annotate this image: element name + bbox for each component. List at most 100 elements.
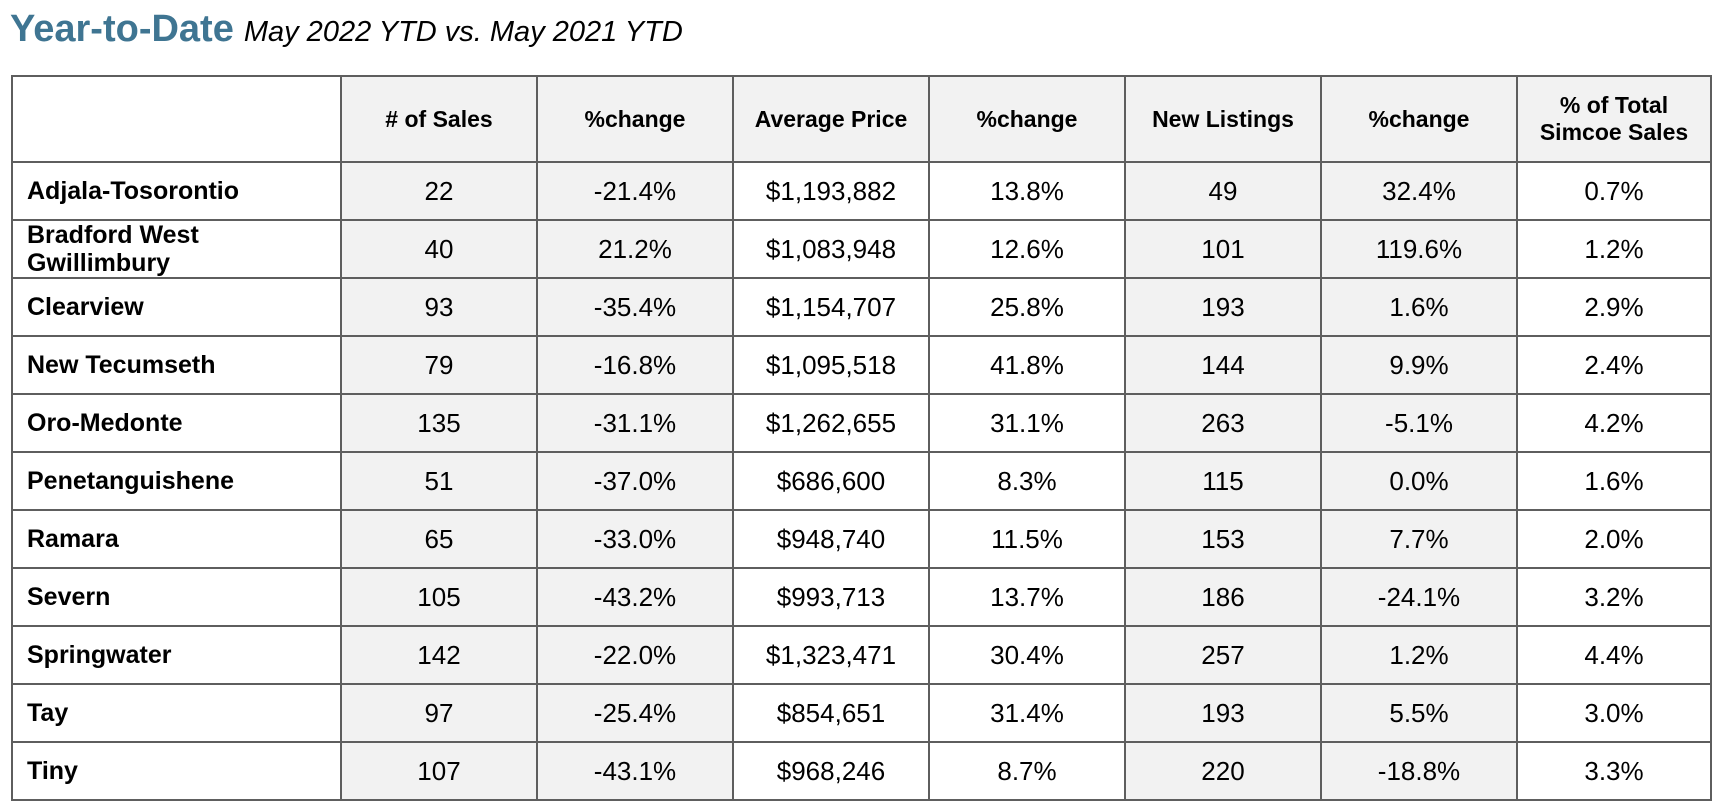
header-new-listings: New Listings	[1124, 75, 1322, 163]
page-title: Year-to-Date	[10, 8, 234, 50]
cell-avg-price: $854,651	[732, 683, 930, 743]
cell-avg-price: $686,600	[732, 451, 930, 511]
cell-sales: 97	[340, 683, 538, 743]
cell-pct-total: 0.7%	[1516, 161, 1712, 221]
cell-price-change: 30.4%	[928, 625, 1126, 685]
cell-listings-change: 0.0%	[1320, 451, 1518, 511]
cell-avg-price: $968,246	[732, 741, 930, 801]
table-row: Springwater 142 -22.0% $1,323,471 30.4% 257 1.…	[11, 625, 1712, 685]
cell-new-listings: 153	[1124, 509, 1322, 569]
cell-listings-change: 9.9%	[1320, 335, 1518, 395]
table-row: Ramara 65 -33.0% $948,740 11.5% 153 7.7% 2.0%	[11, 509, 1712, 569]
cell-sales-change: 21.2%	[536, 219, 734, 279]
table-row: Bradford West Gwillimbury 40 21.2% $1,083,9…	[11, 219, 1712, 279]
header-pct-total: % of Total Simcoe Sales	[1516, 75, 1712, 163]
cell-area: Tay	[11, 683, 342, 743]
cell-area: Penetanguishene	[11, 451, 342, 511]
cell-sales: 79	[340, 335, 538, 395]
cell-sales-change: -37.0%	[536, 451, 734, 511]
cell-sales-change: -25.4%	[536, 683, 734, 743]
cell-new-listings: 101	[1124, 219, 1322, 279]
cell-avg-price: $1,262,655	[732, 393, 930, 453]
table-row: Tiny 107 -43.1% $968,246 8.7% 220 -18.8% 3.3%	[11, 741, 1712, 801]
table-row: Penetanguishene 51 -37.0% $686,600 8.3% 115 0.…	[11, 451, 1712, 511]
cell-avg-price: $1,323,471	[732, 625, 930, 685]
cell-price-change: 25.8%	[928, 277, 1126, 337]
cell-area: Springwater	[11, 625, 342, 685]
cell-area: New Tecumseth	[11, 335, 342, 395]
cell-pct-total: 3.0%	[1516, 683, 1712, 743]
cell-price-change: 31.1%	[928, 393, 1126, 453]
header-area	[11, 75, 342, 163]
header-sales-change: %change	[536, 75, 734, 163]
table-row: Clearview 93 -35.4% $1,154,707 25.8% 193 1.6% 2…	[11, 277, 1712, 337]
cell-sales-change: -21.4%	[536, 161, 734, 221]
table-body: Adjala-Tosorontio 22 -21.4% $1,193,882 13.8%…	[11, 161, 1712, 801]
cell-listings-change: 7.7%	[1320, 509, 1518, 569]
table-row: Adjala-Tosorontio 22 -21.4% $1,193,882 13.8%…	[11, 161, 1712, 221]
cell-pct-total: 4.2%	[1516, 393, 1712, 453]
cell-new-listings: 220	[1124, 741, 1322, 801]
cell-listings-change: 1.2%	[1320, 625, 1518, 685]
cell-new-listings: 186	[1124, 567, 1322, 627]
header-price-change: %change	[928, 75, 1126, 163]
cell-listings-change: 119.6%	[1320, 219, 1518, 279]
cell-listings-change: 1.6%	[1320, 277, 1518, 337]
cell-sales: 93	[340, 277, 538, 337]
cell-price-change: 13.7%	[928, 567, 1126, 627]
cell-avg-price: $948,740	[732, 509, 930, 569]
cell-new-listings: 115	[1124, 451, 1322, 511]
cell-listings-change: -18.8%	[1320, 741, 1518, 801]
cell-sales-change: -16.8%	[536, 335, 734, 395]
cell-sales: 107	[340, 741, 538, 801]
table-header-row: # of Sales %change Average Price %change…	[11, 75, 1712, 163]
table-row: Oro-Medonte 135 -31.1% $1,262,655 31.1% 263 -5…	[11, 393, 1712, 453]
cell-pct-total: 2.0%	[1516, 509, 1712, 569]
cell-area: Ramara	[11, 509, 342, 569]
cell-price-change: 31.4%	[928, 683, 1126, 743]
header-listings-change: %change	[1320, 75, 1518, 163]
cell-pct-total: 3.3%	[1516, 741, 1712, 801]
cell-sales-change: -35.4%	[536, 277, 734, 337]
cell-new-listings: 144	[1124, 335, 1322, 395]
cell-price-change: 8.7%	[928, 741, 1126, 801]
cell-new-listings: 263	[1124, 393, 1322, 453]
cell-price-change: 41.8%	[928, 335, 1126, 395]
cell-avg-price: $1,083,948	[732, 219, 930, 279]
cell-area: Clearview	[11, 277, 342, 337]
cell-sales-change: -43.1%	[536, 741, 734, 801]
cell-avg-price: $1,154,707	[732, 277, 930, 337]
report-title: Year-to-Date May 2022 YTD vs. May 2021 Y…	[10, 8, 683, 58]
cell-area: Severn	[11, 567, 342, 627]
cell-sales: 142	[340, 625, 538, 685]
page-subtitle: May 2022 YTD vs. May 2021 YTD	[243, 16, 683, 48]
cell-price-change: 8.3%	[928, 451, 1126, 511]
cell-sales-change: -31.1%	[536, 393, 734, 453]
header-avg-price: Average Price	[732, 75, 930, 163]
cell-area: Oro-Medonte	[11, 393, 342, 453]
cell-avg-price: $1,095,518	[732, 335, 930, 395]
cell-area: Adjala-Tosorontio	[11, 161, 342, 221]
cell-sales: 51	[340, 451, 538, 511]
cell-sales: 135	[340, 393, 538, 453]
header-sales: # of Sales	[340, 75, 538, 163]
cell-price-change: 12.6%	[928, 219, 1126, 279]
cell-area: Bradford West Gwillimbury	[11, 219, 342, 279]
cell-price-change: 13.8%	[928, 161, 1126, 221]
table-row: Tay 97 -25.4% $854,651 31.4% 193 5.5% 3.0%	[11, 683, 1712, 743]
cell-pct-total: 1.2%	[1516, 219, 1712, 279]
cell-avg-price: $993,713	[732, 567, 930, 627]
cell-new-listings: 257	[1124, 625, 1322, 685]
cell-sales: 22	[340, 161, 538, 221]
table-row: New Tecumseth 79 -16.8% $1,095,518 41.8% 144 9…	[11, 335, 1712, 395]
cell-area: Tiny	[11, 741, 342, 801]
ytd-sales-table: # of Sales %change Average Price %change…	[11, 75, 1712, 801]
cell-sales-change: -43.2%	[536, 567, 734, 627]
cell-listings-change: 5.5%	[1320, 683, 1518, 743]
cell-new-listings: 49	[1124, 161, 1322, 221]
cell-listings-change: -5.1%	[1320, 393, 1518, 453]
cell-sales-change: -33.0%	[536, 509, 734, 569]
cell-pct-total: 2.4%	[1516, 335, 1712, 395]
cell-pct-total: 4.4%	[1516, 625, 1712, 685]
cell-avg-price: $1,193,882	[732, 161, 930, 221]
